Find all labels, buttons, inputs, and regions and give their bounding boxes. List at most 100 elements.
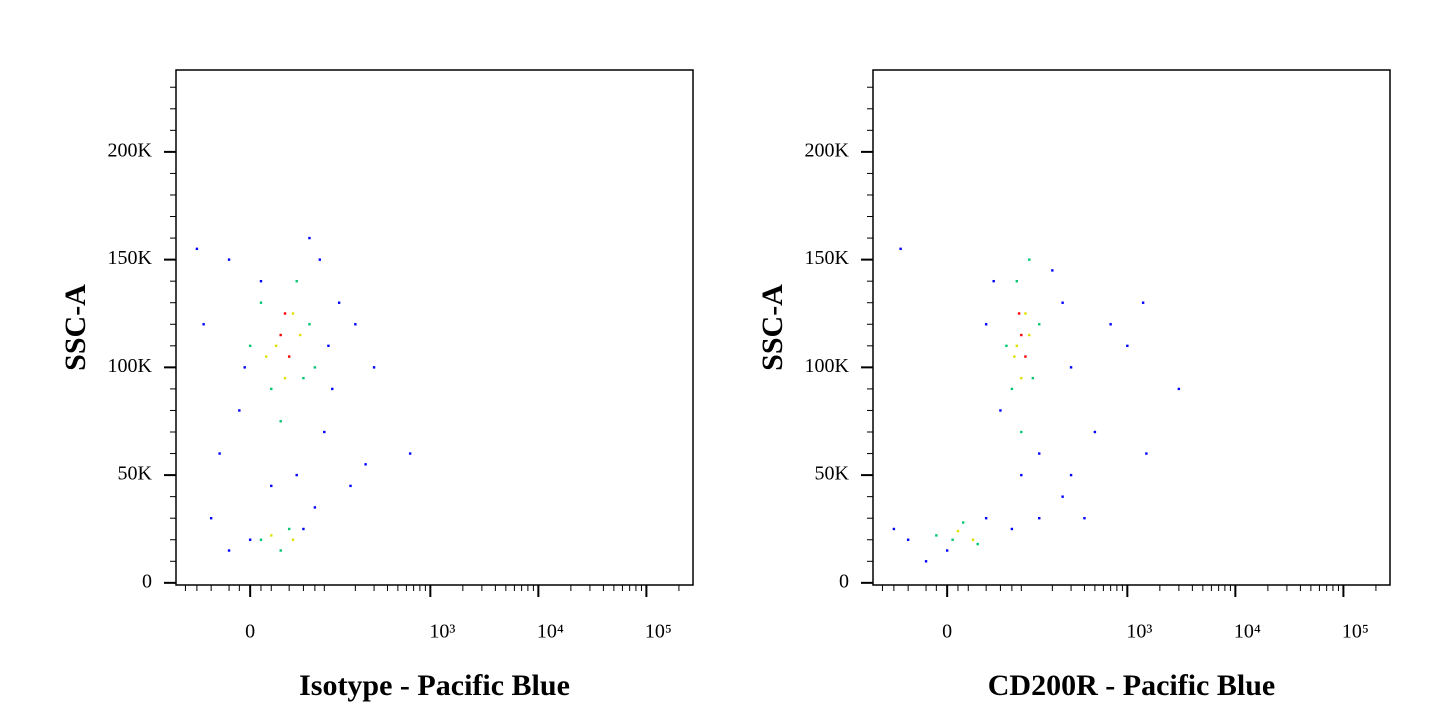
dot [1177,387,1181,391]
dot [1028,258,1031,261]
dot [1083,517,1086,520]
dot [265,355,268,358]
dot [956,529,960,533]
x-tick-label: 10⁴ [537,621,564,643]
dot [313,506,317,509]
dot [1020,333,1023,337]
y-axis-title: SSC-A [59,284,92,371]
dot [248,344,252,348]
dot [259,279,263,283]
dot [313,366,317,369]
dot [984,323,988,326]
dot [291,538,295,541]
dot [1093,430,1097,434]
dot [218,452,221,455]
dot [1038,452,1041,455]
dot [372,366,376,369]
x-tick-label: 10⁴ [1234,621,1261,643]
dot [971,538,975,541]
dot [1028,333,1031,337]
dot [331,387,334,391]
dot [1126,344,1129,348]
dot [1141,301,1145,304]
x-tick-label: 0 [942,621,952,643]
dot [195,247,199,251]
dot [1038,323,1041,326]
dot [1020,473,1023,477]
dot [935,534,938,537]
dot [279,420,282,423]
plot-frame [175,69,694,586]
dot [209,517,213,520]
dot [945,549,949,552]
dot [327,344,330,348]
y-tick-label: 100K [108,355,153,377]
dot [349,484,352,488]
dot [1069,366,1073,369]
dot [1010,387,1014,391]
dot [259,538,263,541]
dot [227,258,231,261]
y-tick-label: 50K [815,463,850,485]
dot [1061,301,1064,304]
dot [308,323,311,326]
dot [318,258,322,261]
dot [270,484,273,488]
plot-frame [872,69,1391,586]
y-tick-label: 200K [108,139,153,161]
dot [1031,376,1035,380]
y-tick-label: 150K [805,247,850,269]
dot [992,279,995,283]
dot [1005,344,1008,348]
dot [1051,269,1054,272]
dot [298,333,302,337]
dot [1024,312,1027,315]
dot [279,549,282,552]
dot [408,452,412,455]
dot [1010,527,1014,531]
dot [287,527,291,531]
dot [984,517,988,520]
dot [951,538,954,541]
dot [323,430,326,434]
x-axis-title: Isotype - Pacific Blue [299,669,570,702]
x-tick-label: 10⁵ [645,621,672,643]
y-tick-label: 100K [805,355,850,377]
dot [259,301,263,304]
dot [999,409,1002,412]
dot [976,542,979,546]
dot [1013,355,1016,358]
dot [302,376,305,380]
x-axis-title: CD200R - Pacific Blue [988,669,1275,702]
dot [243,366,246,369]
dot [283,312,287,315]
dot [906,538,910,541]
dot [270,534,273,537]
dot [962,521,965,524]
y-tick-label: 0 [142,570,152,592]
y-tick-label: 50K [118,463,153,485]
dot [302,527,305,531]
y-axis-title: SSC-A [756,284,789,371]
x-tick-label: 0 [245,621,255,643]
y-tick-label: 150K [108,247,153,269]
dot [1109,323,1112,326]
dot [1145,452,1148,455]
dot [354,323,357,326]
dot [1017,312,1021,315]
dot [1069,473,1073,477]
dot [899,247,902,251]
y-tick-label: 200K [805,139,850,161]
dot [295,473,298,477]
dot [924,560,928,563]
dot [227,549,231,552]
dot [274,344,278,348]
dot [283,376,287,380]
dot [364,463,367,466]
x-tick-label: 10³ [429,621,455,643]
x-tick-label: 10³ [1126,621,1152,643]
dot [337,301,341,304]
dot [308,236,311,240]
x-tick-label: 10⁵ [1342,621,1369,643]
